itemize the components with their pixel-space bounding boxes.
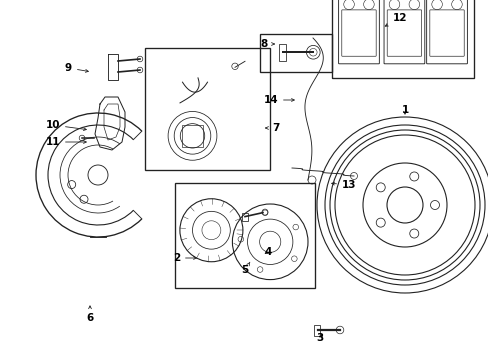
Text: 11: 11 [45,137,86,147]
Text: 2: 2 [172,253,196,263]
Text: 14: 14 [263,95,294,105]
Text: 10: 10 [45,120,86,131]
Bar [145,48,269,170]
Text: 6: 6 [86,306,93,323]
Text: 4: 4 [264,247,271,257]
Bar [278,44,285,60]
Bar [175,183,314,288]
Text: 1: 1 [401,105,408,115]
Text: 3: 3 [316,333,323,343]
Bar [331,0,473,78]
Bar [181,125,203,147]
Text: 9: 9 [65,63,88,73]
Text: 5: 5 [241,262,249,275]
Text: 7: 7 [265,123,279,133]
Bar [260,34,331,72]
Text: 8: 8 [260,39,274,49]
Text: 13: 13 [331,180,356,190]
Bar [313,324,319,336]
Text: 12: 12 [385,13,407,26]
Bar [242,213,247,221]
